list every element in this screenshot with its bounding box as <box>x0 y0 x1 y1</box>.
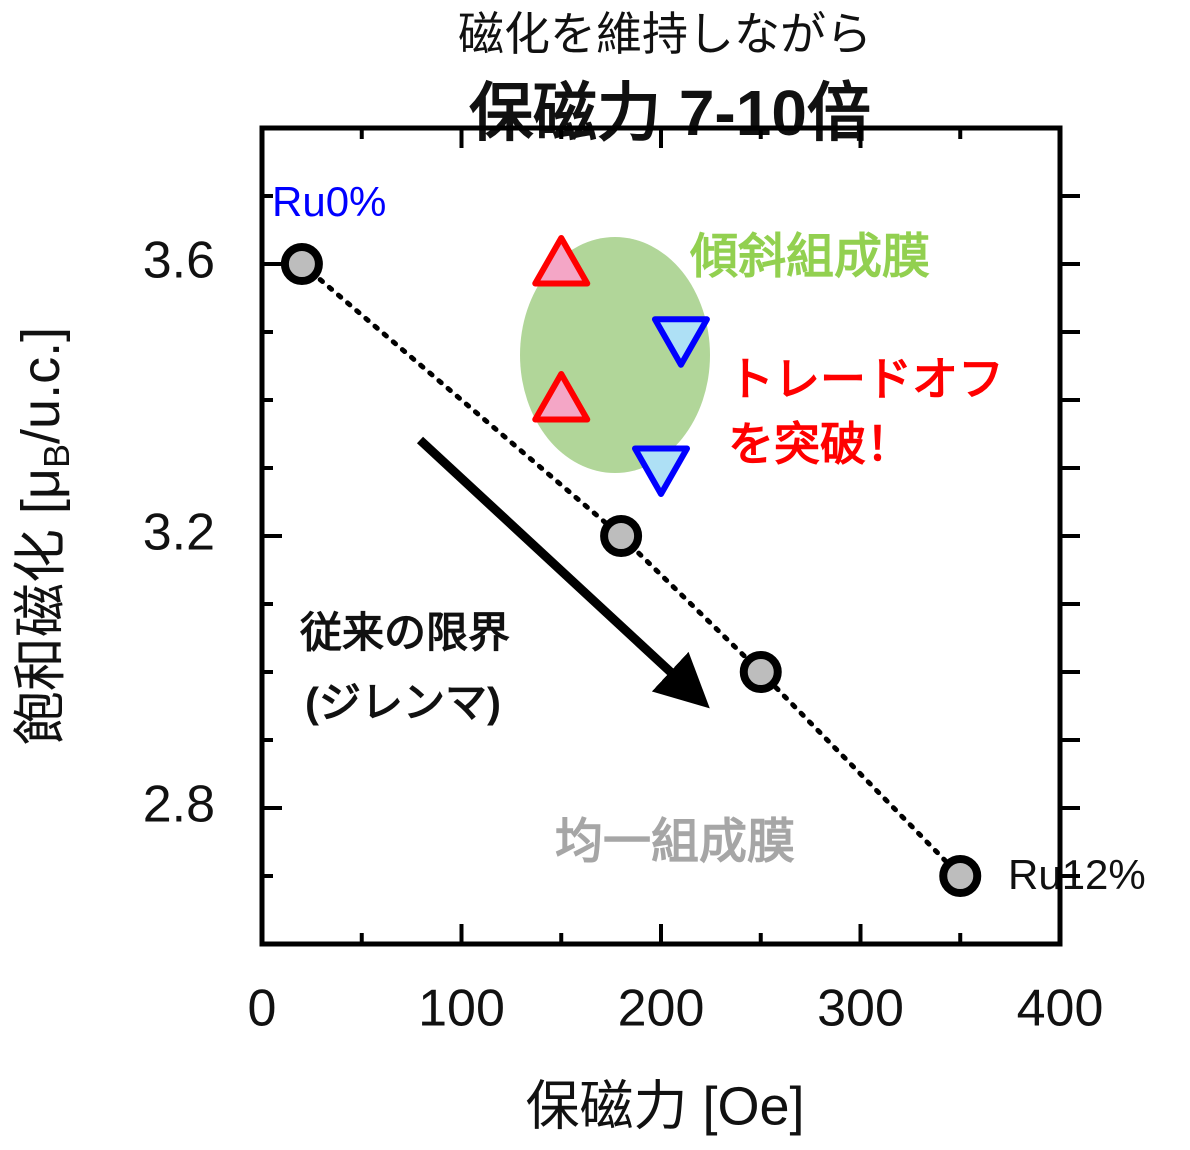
point <box>632 445 690 497</box>
point <box>280 243 323 285</box>
x-tick-label: 100 <box>418 980 505 1038</box>
x-axis-label: 保磁力 [Oe] <box>525 1076 804 1136</box>
y-tick-label: 2.8 <box>143 776 215 834</box>
series-line <box>299 261 963 879</box>
annotation: 均一組成膜 <box>555 816 795 869</box>
x-tick-label: 300 <box>817 980 904 1038</box>
annotation: を突破！ <box>728 418 912 470</box>
y-label-part: 飽和磁化 [μ <box>11 468 71 745</box>
chart-title: 磁化を維持しながら <box>458 8 872 60</box>
y-label-sub: B <box>36 444 77 468</box>
point <box>600 515 643 557</box>
trend-arrow <box>416 436 710 709</box>
y-tick-label: 3.6 <box>143 232 215 290</box>
x-tick-label: 0 <box>248 980 277 1038</box>
point <box>532 235 591 287</box>
point <box>532 371 591 423</box>
annotation: トレードオフ <box>728 353 1004 405</box>
annotation: 従来の限界 <box>299 609 510 656</box>
annotation: 傾斜組成膜 <box>689 231 930 284</box>
x-tick-label: 200 <box>618 980 705 1038</box>
x-tick-label: 400 <box>1017 980 1104 1038</box>
annotation: (ジレンマ) <box>305 679 501 726</box>
point <box>739 651 782 693</box>
chart-subtitle: 保磁力 7-10倍 <box>469 77 871 149</box>
point <box>939 855 982 897</box>
y-axis-label: 飽和磁化 [μB/u.c.] <box>11 327 76 745</box>
point <box>651 316 710 368</box>
annotation: Ru0% <box>272 178 386 225</box>
y-label-part: /u.c.] <box>11 327 71 444</box>
y-tick-label: 3.2 <box>143 504 215 562</box>
